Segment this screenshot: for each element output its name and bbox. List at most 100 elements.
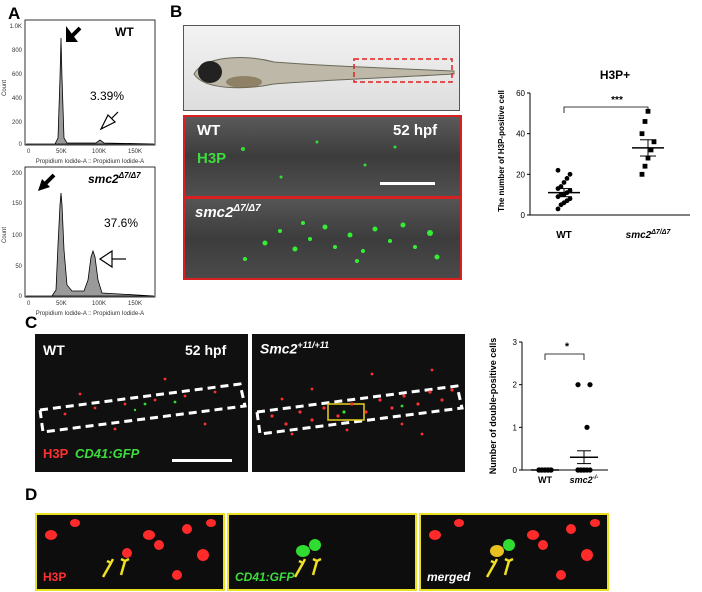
panel-label-d: D (25, 485, 38, 504)
arrow-icon (101, 558, 115, 578)
ytick: 800 (12, 48, 23, 54)
svg-text:0: 0 (27, 301, 31, 307)
y-tick-label: 60 (516, 89, 525, 98)
arrow-icon (503, 557, 514, 576)
arrow-icon (311, 557, 322, 576)
xtick: 50K (56, 149, 67, 155)
flow-histogram-wt: 1.0K 800 600 400 200 0 Count 0 50K 100K … (2, 19, 156, 165)
zoom-region-box (353, 58, 453, 83)
percent-label: 3.39% (90, 89, 124, 103)
h3p-cd41-wt-image: WT 52 hpf H3P CD41:GFP (35, 334, 248, 472)
histogram-trace (26, 192, 155, 297)
data-point (567, 171, 573, 177)
data-point (642, 119, 648, 124)
double-positive-chart: Number of double-positive cells 0 1 2 3 * W… (488, 338, 608, 485)
data-point (581, 467, 587, 473)
data-point (567, 188, 573, 193)
data-point (561, 180, 567, 185)
data-point (564, 176, 570, 181)
svg-text:50K: 50K (56, 301, 67, 307)
trunk-region-box (38, 382, 247, 434)
scale-bar (172, 459, 232, 462)
ylabel: Count (2, 80, 8, 96)
y-tick-label: 40 (516, 130, 525, 139)
h3p-cd41-smc2-image: Smc2+11/+11 (252, 334, 465, 472)
x-category-label: smc2-/- (570, 475, 599, 485)
zebrafish-brightfield-image (183, 25, 460, 111)
arrow-icon (293, 558, 307, 578)
panel-label-b: B (170, 2, 183, 21)
genotype-label: WT (197, 122, 221, 139)
svg-text:50: 50 (15, 264, 22, 270)
data-point (639, 171, 645, 177)
chart-title: H3P+ (600, 68, 630, 82)
y-axis-label: Number of double-positive cells (488, 338, 498, 475)
marker-label: H3P (43, 446, 69, 461)
genotype-label: smc2Δ7/Δ7 (88, 171, 141, 186)
genotype-label: smc2Δ7/Δ7 (195, 203, 261, 221)
trunk-region-box (255, 384, 464, 436)
flow-histogram-smc2: 200 150 100 50 0 Count 0 50K 100K 150K P… (2, 166, 156, 317)
y-tick-label: 2 (513, 381, 518, 390)
data-point (642, 163, 648, 169)
data-point (639, 131, 645, 137)
y-tick-label: 3 (513, 338, 518, 347)
arrow-icon (485, 558, 499, 578)
x-category-label: WT (538, 475, 552, 485)
svg-text:150: 150 (12, 201, 23, 207)
marker-label: CD41:GFP (75, 446, 140, 461)
xtick: 150K (128, 149, 142, 155)
ytick: 0 (19, 142, 23, 148)
svg-text:Propidium Iodide-A :: Propidiu: Propidium Iodide-A :: Propidium Iodide-A (36, 311, 144, 317)
svg-text:100K: 100K (92, 301, 106, 307)
svg-text:0: 0 (19, 294, 23, 300)
ytick: 1.0K (10, 24, 22, 30)
ytick: 200 (12, 120, 23, 126)
zoom-h3p-image: H3P (35, 513, 225, 591)
y-tick-label: 0 (521, 211, 526, 220)
data-point (587, 467, 593, 473)
x-category-label: WT (556, 230, 572, 241)
panel-label-a: A (8, 4, 21, 23)
significance-label: * (565, 341, 570, 353)
xlabel: Propidium Iodide-A :: Propidium Iodide-A (36, 159, 144, 165)
arrow-icon (119, 557, 130, 576)
data-point (584, 424, 590, 430)
stage-label: 52 hpf (185, 342, 227, 358)
data-point (587, 382, 593, 388)
data-point (558, 184, 564, 189)
significance-label: *** (611, 95, 623, 106)
data-point (567, 196, 573, 202)
marker-label: CD41:GFP (235, 570, 295, 584)
panel-label-c: C (25, 313, 38, 332)
marker-label: merged (427, 570, 471, 584)
significance-bracket (563, 106, 649, 113)
zoom-region-box (327, 403, 365, 421)
xtick: 0 (27, 149, 31, 155)
ytick: 600 (12, 72, 23, 78)
zoom-cd41-image: CD41:GFP (227, 513, 417, 591)
scale-bar (380, 182, 435, 185)
marker-label: H3P (43, 570, 67, 584)
y-tick-label: 1 (513, 423, 518, 432)
data-point (555, 167, 561, 173)
significance-bracket (544, 353, 585, 360)
y-tick-label: 20 (516, 170, 525, 179)
svg-text:Count: Count (2, 227, 8, 243)
histogram-trace (26, 37, 155, 145)
data-point (651, 139, 657, 145)
xtick: 100K (92, 149, 106, 155)
data-point (645, 155, 651, 161)
data-point (575, 382, 581, 388)
h3p-smc2-image: smc2Δ7/Δ7 (183, 197, 462, 280)
zoom-merged-image: merged (419, 513, 609, 591)
percent-label: 37.6% (104, 216, 138, 230)
y-tick-label: 0 (513, 466, 518, 475)
genotype-label: Smc2+11/+11 (260, 340, 330, 357)
marker-label: H3P (197, 150, 227, 167)
svg-text:150K: 150K (128, 301, 142, 307)
arrow-icon (66, 26, 82, 42)
genotype-label: WT (43, 342, 65, 358)
ytick: 400 (12, 96, 23, 102)
y-axis-label: The number of H3P-positive cell (497, 90, 506, 212)
